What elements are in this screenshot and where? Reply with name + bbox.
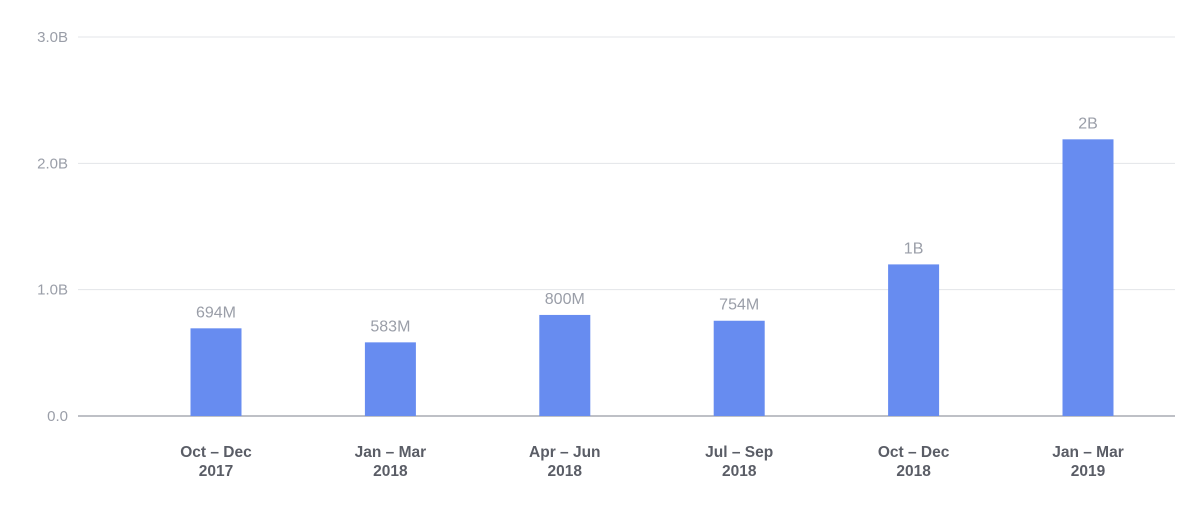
x-tick-label: 2018 xyxy=(896,463,931,480)
y-tick-label: 3.0B xyxy=(37,29,68,46)
y-tick-label: 0.0 xyxy=(47,408,68,425)
x-tick-label: Oct – Dec xyxy=(878,444,950,461)
y-tick-label: 2.0B xyxy=(37,155,68,172)
data-label: 694M xyxy=(196,304,236,321)
data-label: 800M xyxy=(545,291,585,308)
x-tick-label: Jan – Mar xyxy=(1052,444,1124,461)
bar xyxy=(1062,139,1114,416)
data-label: 1B xyxy=(904,240,924,257)
bar xyxy=(364,342,416,416)
x-tick-label: 2019 xyxy=(1071,463,1106,480)
x-tick-label: 2018 xyxy=(722,463,757,480)
x-tick-label: 2017 xyxy=(199,463,233,480)
x-tick-label: Jan – Mar xyxy=(355,444,427,461)
data-label: 754M xyxy=(719,297,759,314)
bar xyxy=(539,314,591,416)
x-tick-label: Jul – Sep xyxy=(705,444,773,461)
y-tick-label: 1.0B xyxy=(37,282,68,299)
bar xyxy=(190,328,242,416)
x-tick-label: Oct – Dec xyxy=(180,444,252,461)
data-label: 583M xyxy=(370,318,410,335)
data-label: 2B xyxy=(1078,115,1098,132)
x-tick-label: 2018 xyxy=(548,463,583,480)
bar xyxy=(713,320,765,416)
x-tick-label: 2018 xyxy=(373,463,408,480)
x-tick-label: Apr – Jun xyxy=(529,444,600,461)
bar xyxy=(888,264,940,416)
